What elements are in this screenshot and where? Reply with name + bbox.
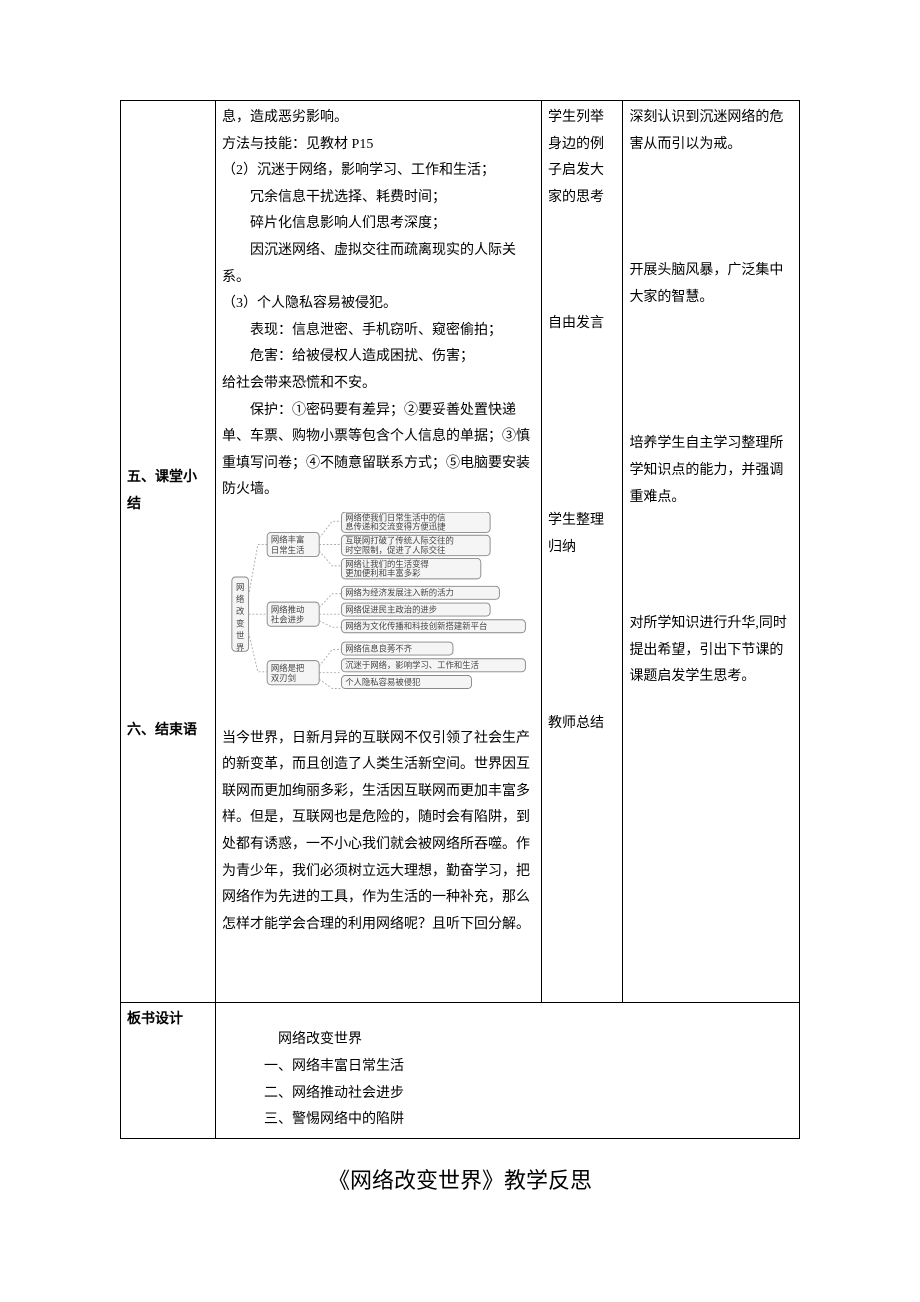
svg-text:日常生活: 日常生活 [271, 545, 304, 555]
svg-text:改: 改 [236, 606, 245, 616]
mindmap-svg: 网 络 改 变 世 界 网络丰富 日常生活 网络使我们日常生活中的信 息传递和交… [230, 512, 527, 707]
svg-text:网络是把: 网络是把 [271, 663, 305, 673]
content-line: 保护：①密码要有差异；②要妥善处置快递单、车票、购物小票等包含个人信息的单据；③… [222, 398, 535, 504]
board-title: 网络改变世界 [222, 1027, 793, 1054]
design-intent: 培养学生自主学习整理所学知识点的能力，并强调重难点。 [629, 431, 793, 511]
mindmap-diagram: 网 络 改 变 世 界 网络丰富 日常生活 网络使我们日常生活中的信 息传递和交… [230, 512, 527, 718]
design-intent-cell: 深刻认识到沉迷网络的危害从而引以为戒。 开展头脑风暴，广泛集中大家的智慧。 培养… [623, 101, 800, 1003]
svg-text:双刃剑: 双刃剑 [271, 673, 296, 683]
content-line: 息，造成恶劣影响。 [222, 105, 535, 132]
design-intent: 对所学知识进行升华,同时提出希望，引出下节课的课题启发学生思考。 [629, 611, 793, 691]
content-line: 冗余信息干扰选择、耗费时间； [222, 185, 535, 212]
content-line: 危害：给被侵权人造成困扰、伤害； [222, 344, 535, 371]
svg-text:网络使我们日常生活中的信: 网络使我们日常生活中的信 [345, 512, 445, 522]
svg-text:网络为文化传播和科技创新搭建新平台: 网络为文化传播和科技创新搭建新平台 [345, 621, 487, 631]
student-activity-cell: 学生列举身边的例子启发大家的思考 自由发言 学生整理归纳 教师总结 [541, 101, 622, 1003]
svg-text:时空限制，促进了人际交往: 时空限制，促进了人际交往 [345, 545, 445, 555]
section-label-cell: 五、课堂小结 六、结束语 [121, 101, 216, 1003]
content-line: 因沉迷网络、虚拟交往而疏离现实的人际关系。 [222, 238, 535, 291]
student-activity: 学生列举身边的例子启发大家的思考 [548, 105, 616, 211]
content-line: 给社会带来恐慌和不安。 [222, 371, 535, 398]
section-5-label: 五、课堂小结 [127, 465, 209, 518]
student-activity: 学生整理归纳 [548, 508, 616, 561]
svg-text:社会进步: 社会进步 [271, 614, 304, 624]
board-design-label: 板书设计 [121, 1003, 216, 1138]
svg-text:网络让我们的生活变得: 网络让我们的生活变得 [345, 559, 429, 569]
table-row: 五、课堂小结 六、结束语 息，造成恶劣影响。 方法与技能：见教材 P15 （2）… [121, 101, 800, 1003]
svg-text:网络信息良莠不齐: 网络信息良莠不齐 [345, 643, 413, 653]
board-item: 一、网络丰富日常生活 [264, 1054, 793, 1081]
svg-text:网络丰富: 网络丰富 [271, 535, 304, 545]
svg-text:世: 世 [236, 630, 244, 640]
svg-text:络: 络 [236, 594, 245, 604]
svg-text:网: 网 [236, 583, 244, 592]
design-intent: 开展头脑风暴，广泛集中大家的智慧。 [629, 258, 793, 311]
content-line: 表现：信息泄密、手机窃听、窥密偷拍； [222, 318, 535, 345]
design-intent: 深刻认识到沉迷网络的危害从而引以为戒。 [629, 105, 793, 158]
reflection-title: 《网络改变世界》教学反思 [120, 1163, 800, 1195]
content-line: （2）沉迷于网络，影响学习、工作和生活； [222, 158, 535, 185]
lesson-plan-table: 五、课堂小结 六、结束语 息，造成恶劣影响。 方法与技能：见教材 P15 （2）… [120, 100, 800, 1139]
table-row: 板书设计 网络改变世界 一、网络丰富日常生活 二、网络推动社会进步 三、警惕网络… [121, 1003, 800, 1138]
board-item: 三、警惕网络中的陷阱 [264, 1107, 793, 1134]
svg-text:网络促进民主政治的进步: 网络促进民主政治的进步 [345, 604, 437, 614]
student-activity: 自由发言 [548, 311, 616, 338]
svg-text:更加便利和丰富多彩: 更加便利和丰富多彩 [345, 568, 421, 578]
svg-text:个人隐私容易被侵犯: 个人隐私容易被侵犯 [345, 677, 421, 687]
board-item: 二、网络推动社会进步 [264, 1081, 793, 1108]
section-6-label: 六、结束语 [127, 718, 209, 745]
svg-text:变: 变 [236, 618, 244, 628]
content-line: 碎片化信息影响人们思考深度； [222, 211, 535, 238]
student-activity: 教师总结 [548, 711, 616, 738]
content-line: （3）个人隐私容易被侵犯。 [222, 291, 535, 318]
teacher-activity-cell: 息，造成恶劣影响。 方法与技能：见教材 P15 （2）沉迷于网络，影响学习、工作… [216, 101, 542, 1003]
svg-text:网络推动: 网络推动 [271, 604, 304, 614]
svg-text:息传递和交流变得方便迅捷: 息传递和交流变得方便迅捷 [345, 522, 446, 532]
svg-text:互联网打破了传统人际交往的: 互联网打破了传统人际交往的 [345, 535, 454, 545]
content-line: 方法与技能：见教材 P15 [222, 132, 535, 159]
board-design-cell: 网络改变世界 一、网络丰富日常生活 二、网络推动社会进步 三、警惕网络中的陷阱 [216, 1003, 800, 1138]
svg-text:网络为经济发展注入新的活力: 网络为经济发展注入新的活力 [345, 588, 454, 598]
svg-text:界: 界 [236, 643, 245, 652]
svg-text:沉迷于网络，影响学习、工作和生活: 沉迷于网络，影响学习、工作和生活 [345, 660, 479, 670]
closing-paragraph: 当今世界，日新月异的互联网不仅引领了社会生产的新变革，而且创造了人类生活新空间。… [222, 726, 535, 939]
